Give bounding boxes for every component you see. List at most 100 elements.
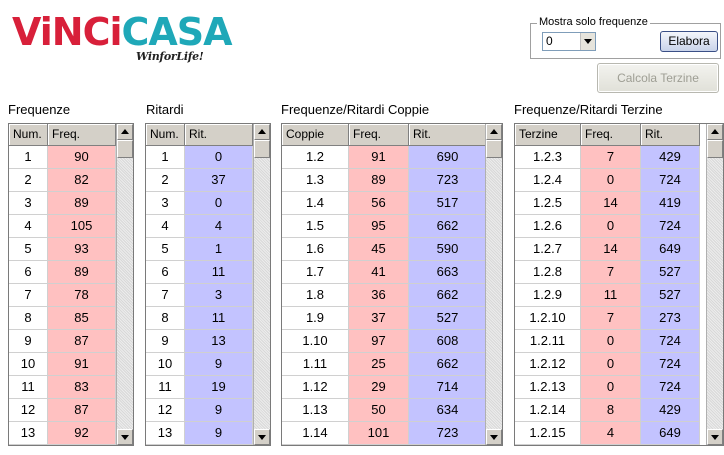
- table-row[interactable]: 2 37: [146, 169, 253, 192]
- scrollbar-thumb[interactable]: [117, 140, 133, 158]
- table-row[interactable]: 4 105: [9, 215, 116, 238]
- table-row[interactable]: 3 89: [9, 192, 116, 215]
- table-row[interactable]: 1.10 97 608: [282, 330, 487, 353]
- scroll-up-arrow-icon[interactable]: [707, 124, 723, 140]
- grid-ritardi[interactable]: Num. Rit. 1 0 2 37 3 0 4 4 5 1 6 11 7 3 8 11 9 13 10 9 11 19 12 9…: [145, 123, 271, 446]
- table-row[interactable]: 8 11: [146, 307, 253, 330]
- table-row[interactable]: 1.3 89 723: [282, 169, 487, 192]
- scroll-down-arrow-icon[interactable]: [486, 429, 502, 445]
- table-cell: 7: [581, 261, 641, 283]
- column-header[interactable]: Num.: [9, 124, 48, 146]
- grid-header: Num. Rit.: [146, 124, 253, 146]
- scroll-down-arrow-icon[interactable]: [707, 429, 723, 445]
- table-row[interactable]: 13 92: [9, 422, 116, 445]
- table-cell: 11: [185, 307, 253, 329]
- calcola-terzine-button[interactable]: Calcola Terzine: [597, 63, 719, 93]
- column-header[interactable]: Coppie: [282, 124, 349, 146]
- table-row[interactable]: 1.13 50 634: [282, 399, 487, 422]
- vertical-scrollbar[interactable]: [706, 124, 723, 445]
- table-row[interactable]: 6 11: [146, 261, 253, 284]
- frequency-filter-select[interactable]: 0: [542, 32, 596, 51]
- table-row[interactable]: 1.5 95 662: [282, 215, 487, 238]
- table-row[interactable]: 1.2.15 4 649: [515, 422, 700, 445]
- table-row[interactable]: 1.2.8 7 527: [515, 261, 700, 284]
- table-row[interactable]: 1.2 91 690: [282, 146, 487, 169]
- table-row[interactable]: 1.11 25 662: [282, 353, 487, 376]
- table-row[interactable]: 1.6 45 590: [282, 238, 487, 261]
- table-row[interactable]: 1.4 56 517: [282, 192, 487, 215]
- column-header[interactable]: Rit.: [641, 124, 700, 146]
- column-header[interactable]: Terzine: [515, 124, 581, 146]
- vertical-scrollbar[interactable]: [116, 124, 133, 445]
- grid-body: 1.2 91 690 1.3 89 723 1.4 56 517 1.5 95 662 1.6 45 590…: [282, 146, 487, 445]
- table-row[interactable]: 1.2.13 0 724: [515, 376, 700, 399]
- column-header[interactable]: Num.: [146, 124, 185, 146]
- table-row[interactable]: 1.9 37 527: [282, 307, 487, 330]
- table-row[interactable]: 12 9: [146, 399, 253, 422]
- table-row[interactable]: 5 93: [9, 238, 116, 261]
- table-row[interactable]: 1.2.12 0 724: [515, 353, 700, 376]
- scroll-down-arrow-icon[interactable]: [254, 429, 270, 445]
- table-row[interactable]: 1.7 41 663: [282, 261, 487, 284]
- table-row[interactable]: 1.2.14 8 429: [515, 399, 700, 422]
- table-row[interactable]: 1.12 29 714: [282, 376, 487, 399]
- table-row[interactable]: 12 87: [9, 399, 116, 422]
- table-cell: 1.2.8: [515, 261, 581, 283]
- table-row[interactable]: 13 9: [146, 422, 253, 445]
- table-row[interactable]: 11 83: [9, 376, 116, 399]
- table-row[interactable]: 1.2.4 0 724: [515, 169, 700, 192]
- table-cell: 1.8: [282, 284, 349, 306]
- table-row[interactable]: 10 91: [9, 353, 116, 376]
- column-header[interactable]: Rit.: [185, 124, 253, 146]
- table-cell: 10: [146, 353, 185, 375]
- grid-frequenze[interactable]: Num. Freq. 1 90 2 82 3 89 4 105 5 93 6 89 7 78 8 85 9 87 10 9…: [8, 123, 134, 446]
- table-row[interactable]: 10 9: [146, 353, 253, 376]
- grid-coppie[interactable]: Coppie Freq. Rit. 1.2 91 690 1.3 89 723 1.4 56 517 1…: [281, 123, 503, 446]
- scroll-up-arrow-icon[interactable]: [254, 124, 270, 140]
- scrollbar-thumb[interactable]: [254, 140, 270, 158]
- table-row[interactable]: 9 13: [146, 330, 253, 353]
- table-cell: 1.7: [282, 261, 349, 283]
- table-row[interactable]: 1.2.11 0 724: [515, 330, 700, 353]
- table-cell: 10: [9, 353, 48, 375]
- column-header[interactable]: Freq.: [48, 124, 116, 146]
- table-row[interactable]: 7 78: [9, 284, 116, 307]
- table-row[interactable]: 1.2.9 11 527: [515, 284, 700, 307]
- vertical-scrollbar[interactable]: [253, 124, 270, 445]
- table-cell: 419: [641, 192, 700, 214]
- table-cell: 91: [48, 353, 116, 375]
- table-cell: 14: [581, 238, 641, 260]
- table-row[interactable]: 1.2.5 14 419: [515, 192, 700, 215]
- table-row[interactable]: 9 87: [9, 330, 116, 353]
- elabora-button[interactable]: Elabora: [660, 31, 718, 52]
- table-row[interactable]: 1.14 101 723: [282, 422, 487, 445]
- table-row[interactable]: 1.2.7 14 649: [515, 238, 700, 261]
- scroll-down-arrow-icon[interactable]: [117, 429, 133, 445]
- scroll-up-arrow-icon[interactable]: [117, 124, 133, 140]
- table-row[interactable]: 1.2.6 0 724: [515, 215, 700, 238]
- scrollbar-thumb[interactable]: [707, 140, 723, 158]
- column-header[interactable]: Freq.: [349, 124, 409, 146]
- scroll-up-arrow-icon[interactable]: [486, 124, 502, 140]
- vertical-scrollbar[interactable]: [485, 124, 502, 445]
- table-cell: 50: [349, 399, 409, 421]
- scrollbar-thumb[interactable]: [486, 140, 502, 158]
- table-row[interactable]: 11 19: [146, 376, 253, 399]
- column-header[interactable]: Freq.: [581, 124, 641, 146]
- table-row[interactable]: 1.2.3 7 429: [515, 146, 700, 169]
- table-row[interactable]: 8 85: [9, 307, 116, 330]
- table-row[interactable]: 1.8 36 662: [282, 284, 487, 307]
- table-row[interactable]: 1 90: [9, 146, 116, 169]
- column-header[interactable]: Rit.: [409, 124, 487, 146]
- chevron-down-icon[interactable]: [580, 33, 595, 50]
- table-row[interactable]: 1.2.10 7 273: [515, 307, 700, 330]
- table-row[interactable]: 6 89: [9, 261, 116, 284]
- grid-terzine[interactable]: Terzine Freq. Rit. 1.2.3 7 429 1.2.4 0 724 1.2.5 1…: [514, 123, 724, 446]
- table-row[interactable]: 2 82: [9, 169, 116, 192]
- frequency-filter-label: Mostra solo frequenze: [537, 16, 650, 28]
